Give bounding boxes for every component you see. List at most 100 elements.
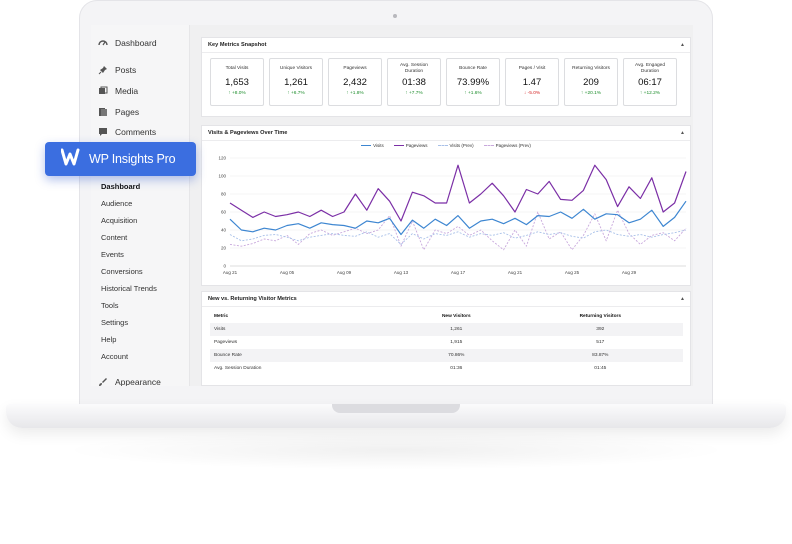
table-header-row: Metric New Visitors Returning Visitors — [210, 310, 683, 323]
submenu-item[interactable]: Tools — [101, 301, 119, 310]
x-tick-label: Aug 29 — [622, 270, 637, 275]
card-header: Visits & Pageviews Over Time ▲ — [202, 126, 690, 141]
submenu-item[interactable]: Help — [101, 335, 117, 344]
sidebar-item-appearance[interactable]: Appearance — [97, 376, 161, 386]
collapse-caret-icon[interactable]: ▲ — [680, 130, 685, 136]
metric-delta: ↑ +8.0% — [211, 91, 263, 96]
metric-tile: Avg. Engaged Duration 06:17 ↑ +12.2% — [623, 58, 677, 106]
metric-delta-value: +20.1% — [584, 91, 602, 96]
sidebar-item-label: Media — [115, 86, 139, 96]
table-cell: 83.87% — [517, 349, 683, 362]
legend-item-pageviews-prev[interactable]: Pageviews (Prev) — [483, 143, 531, 148]
dashboard-icon — [97, 37, 109, 49]
laptop-notch — [332, 404, 460, 413]
table-row: Pageviews 1,915 517 — [210, 336, 683, 349]
arrow-up-icon: ↑ — [228, 91, 232, 96]
metric-label: Avg. Session Duration — [400, 62, 428, 74]
media-icon — [97, 85, 109, 97]
metric-delta: ↑ +7.7% — [388, 91, 440, 96]
x-tick-label: Aug 25 — [565, 270, 580, 275]
column-header: Returning Visitors — [579, 314, 622, 319]
legend-item-visits[interactable]: Visits — [361, 143, 384, 148]
table-row: Avg. Session Duration 01:36 01:45 — [210, 362, 683, 375]
table-cell: Avg. Session Duration — [214, 366, 262, 371]
collapse-caret-icon[interactable]: ▲ — [680, 42, 685, 48]
metric-tile: Unique Visitors 1,261 ↑ +6.7% — [269, 58, 323, 106]
legend-item-visits-prev[interactable]: Visits (Prev) — [437, 143, 474, 148]
collapse-caret-icon[interactable]: ▲ — [680, 296, 685, 302]
series-line-pageviews — [229, 164, 687, 222]
visitor-metrics-table: Metric New Visitors Returning Visitors V… — [210, 310, 683, 375]
submenu-item[interactable]: Conversions — [101, 267, 143, 276]
table-row: Visits 1,261 392 — [210, 323, 683, 336]
metric-value: 1,261 — [284, 77, 308, 88]
sidebar-item-label: Posts — [115, 65, 137, 75]
sidebar-item-pages[interactable]: Pages — [97, 106, 139, 118]
metric-label: Bounce Rate — [459, 65, 487, 71]
metric-label: Avg. Engaged Duration — [634, 62, 666, 74]
metric-delta: ↑ +1.6% — [447, 91, 499, 96]
table-cell: 1,915 — [450, 340, 463, 345]
x-tick-label: Aug 21 — [508, 270, 523, 275]
arrow-up-icon: ↑ — [464, 91, 468, 96]
legend-item-pageviews[interactable]: Pageviews — [393, 143, 428, 148]
metric-delta: ↑ +6.7% — [270, 91, 322, 96]
brand-title: WP Insights Pro — [89, 152, 176, 166]
metric-value: 1,653 — [225, 77, 249, 88]
metric-delta: ↑ +20.1% — [565, 91, 617, 96]
metric-tiles: Total Visits 1,653 ↑ +8.0% Unique Visitors 1… — [210, 58, 677, 106]
sidebar-item-dashboard[interactable]: Dashboard — [97, 37, 157, 49]
submenu-item[interactable]: Dashboard — [101, 182, 141, 191]
metric-value: 2,432 — [343, 77, 367, 88]
metric-delta-value: +6.7% — [290, 91, 305, 96]
arrow-up-icon: ↑ — [346, 91, 350, 96]
submenu-item[interactable]: Audience — [101, 199, 133, 208]
table-cell: 01:36 — [450, 366, 463, 371]
sidebar-item-label: Dashboard — [115, 38, 157, 48]
submenu-item[interactable]: Acquisition — [101, 216, 138, 225]
column-header: New Visitors — [441, 314, 471, 319]
metric-delta-value: +7.7% — [408, 91, 423, 96]
table-row: Bounce Rate 70.86% 83.87% — [210, 349, 683, 362]
series-line-visits-prev — [229, 229, 687, 245]
submenu-item[interactable]: Events — [101, 250, 124, 259]
x-tick-label: Aug 13 — [394, 270, 409, 275]
y-tick-label: 60 — [221, 210, 227, 215]
series-line-visits — [229, 200, 687, 236]
y-tick-label: 0 — [223, 264, 226, 269]
submenu-item[interactable]: Account — [101, 352, 129, 361]
new-vs-returning-card: New vs. Returning Visitor Metrics ▲ Metr… — [201, 291, 691, 386]
brush-icon — [97, 376, 109, 386]
metric-delta-value: -5.0% — [527, 91, 541, 96]
sidebar-item-label: Pages — [115, 107, 140, 117]
sidebar-item-posts[interactable]: Posts — [97, 64, 136, 76]
metric-label: Pageviews — [343, 65, 367, 71]
metric-label: Unique Visitors — [279, 65, 313, 71]
sidebar-item-media[interactable]: Media — [97, 85, 138, 97]
pages-icon — [97, 106, 109, 118]
laptop-shadow — [60, 430, 732, 470]
table-cell: Visits — [210, 323, 395, 336]
insights-submenu: Dashboard Audience Acquisition Content E… — [101, 178, 157, 365]
submenu-item[interactable]: Content — [101, 233, 128, 242]
metric-value: 06:17 — [638, 77, 662, 88]
metric-value: 01:38 — [402, 77, 426, 88]
metric-delta-value: +8.0% — [231, 91, 246, 96]
metric-tile: Returning Visitors 209 ↑ +20.1% — [564, 58, 618, 106]
sidebar-item-label: Comments — [115, 127, 157, 137]
table-cell: 70.86% — [394, 349, 518, 362]
card-title: New vs. Returning Visitor Metrics — [208, 296, 297, 302]
table-cell: Bounce Rate — [210, 349, 395, 362]
submenu-item[interactable]: Settings — [101, 318, 129, 327]
metric-delta-value: +12.2% — [643, 91, 661, 96]
metric-delta: ↑ +12.2% — [624, 91, 676, 96]
sidebar-item-comments[interactable]: Comments — [97, 126, 156, 138]
wp-insights-logo-icon — [60, 148, 81, 171]
submenu-item[interactable]: Historical Trends — [101, 284, 157, 293]
metric-tile: Avg. Session Duration 01:38 ↑ +7.7% — [387, 58, 441, 106]
metric-tile: Total Visits 1,653 ↑ +8.0% — [210, 58, 264, 106]
metric-label: Returning Visitors — [572, 65, 610, 71]
wp-insights-pro-badge[interactable]: WP Insights Pro — [45, 142, 196, 176]
arrow-up-icon: ↑ — [580, 91, 585, 96]
card-title: Visits & Pageviews Over Time — [208, 130, 288, 136]
